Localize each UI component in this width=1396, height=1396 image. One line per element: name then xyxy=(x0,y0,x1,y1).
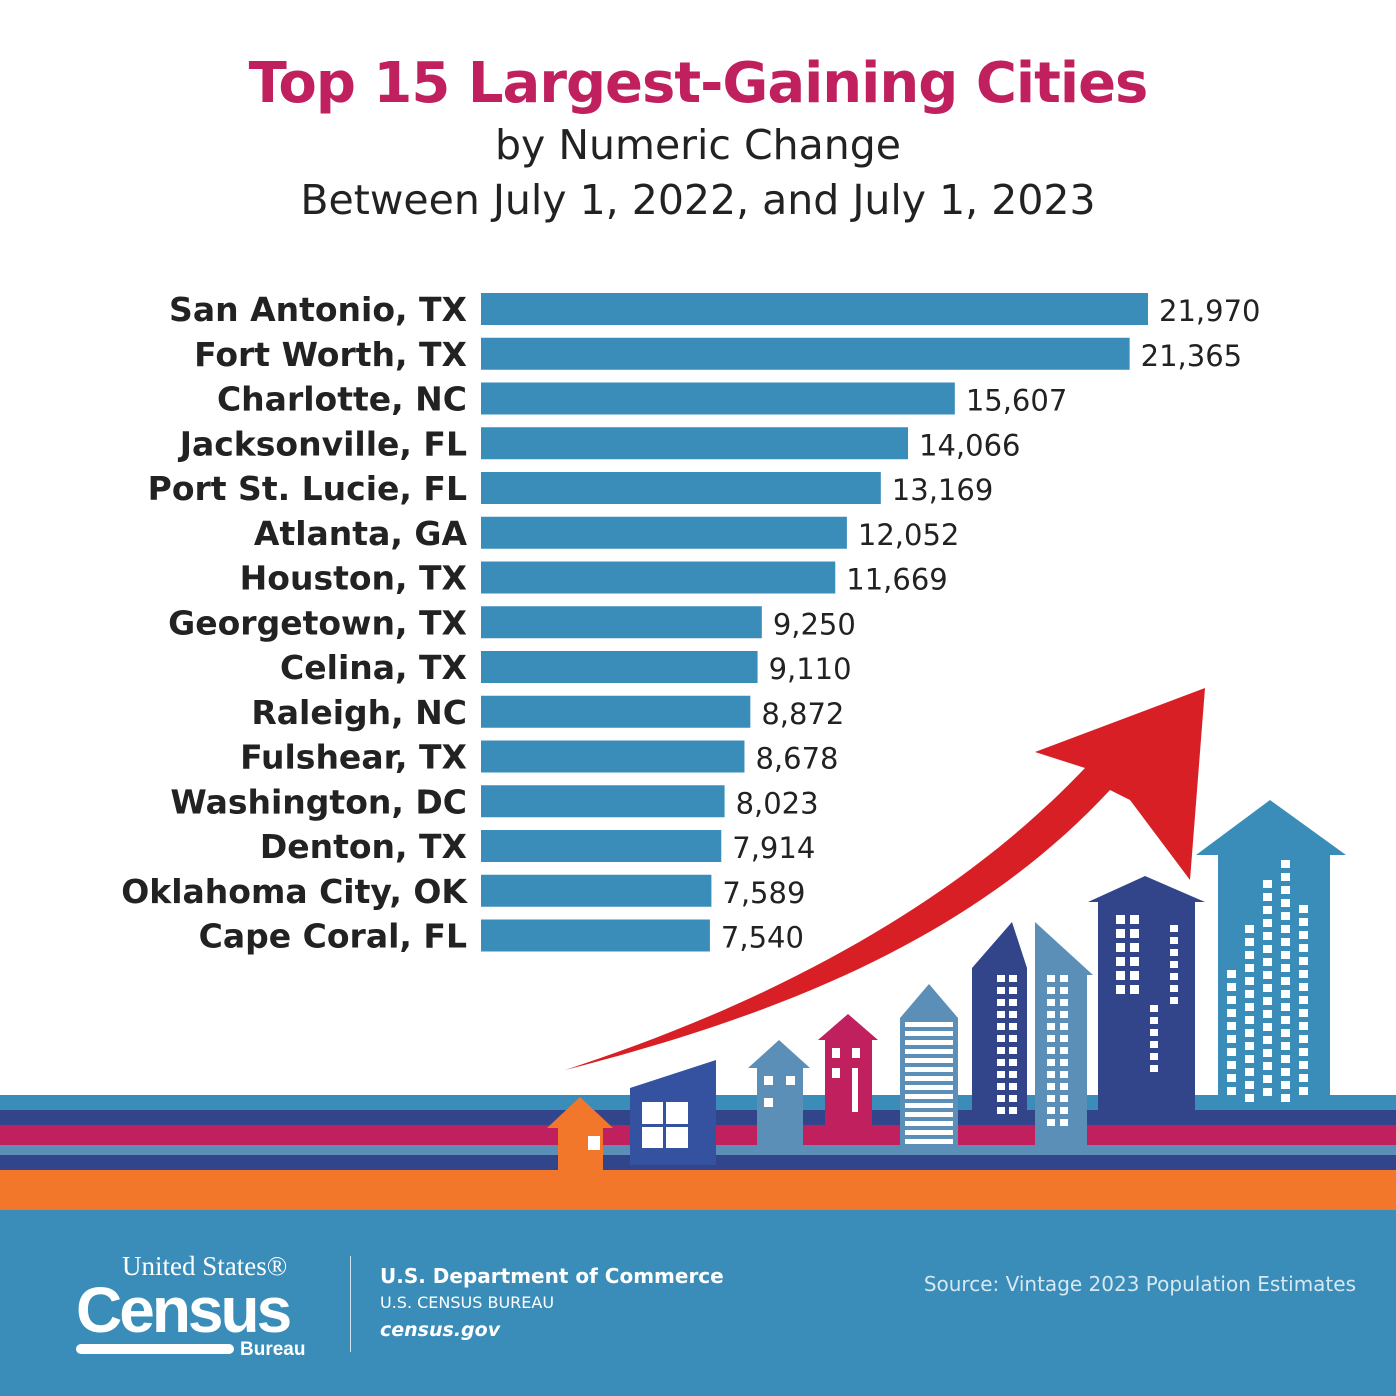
source-note: Source: Vintage 2023 Population Estimate… xyxy=(923,1272,1356,1296)
value-label: 8,023 xyxy=(736,786,819,820)
category-label: Celina, TX xyxy=(280,648,467,687)
category-label: Cape Coral, FL xyxy=(199,917,467,956)
bar xyxy=(481,516,847,549)
value-label: 13,169 xyxy=(892,473,993,507)
logo-census: Census xyxy=(76,1274,292,1346)
category-label: Atlanta, GA xyxy=(254,514,468,553)
value-label: 7,540 xyxy=(721,921,804,955)
value-label: 9,250 xyxy=(773,607,856,641)
growth-arrow-icon xyxy=(565,688,1205,1070)
bar xyxy=(481,382,955,415)
bar xyxy=(481,293,1148,325)
bureau-name: U.S. CENSUS BUREAU xyxy=(380,1293,555,1312)
value-label: 7,914 xyxy=(732,831,815,865)
category-label: Fort Worth, TX xyxy=(194,335,467,374)
category-label: Houston, TX xyxy=(240,559,467,598)
bar xyxy=(481,740,745,773)
value-label: 14,066 xyxy=(919,428,1020,462)
department-name: U.S. Department of Commerce xyxy=(380,1264,724,1288)
chart-subtitle-2: Between July 1, 2022, and July 1, 2023 xyxy=(300,176,1096,224)
bar xyxy=(481,874,712,907)
category-label: Raleigh, NC xyxy=(251,693,467,732)
category-label: Fulshear, TX xyxy=(240,738,467,777)
bar xyxy=(481,785,725,818)
city-growth-illustration xyxy=(0,688,1396,1210)
bar-chart: San Antonio, TX 21,970 Fort Worth, TX 21,36… xyxy=(0,290,1396,1210)
logo-underline xyxy=(76,1344,234,1354)
category-label: Georgetown, TX xyxy=(168,603,467,642)
value-label: 21,365 xyxy=(1141,339,1242,373)
category-label: Denton, TX xyxy=(260,827,467,866)
value-label: 15,607 xyxy=(966,384,1067,418)
bar xyxy=(481,651,758,683)
category-label: Port St. Lucie, FL xyxy=(148,469,467,508)
value-label: 11,669 xyxy=(846,563,947,597)
value-label: 8,872 xyxy=(761,697,844,731)
census-logo[interactable]: United States® Census Bureau xyxy=(76,1251,326,1360)
category-label: Charlotte, NC xyxy=(217,380,467,419)
chart-subtitle-1: by Numeric Change xyxy=(495,121,901,169)
bar xyxy=(481,606,762,639)
bar xyxy=(481,427,909,460)
category-label: Jacksonville, FL xyxy=(178,424,467,463)
category-label: San Antonio, TX xyxy=(169,290,467,329)
bar xyxy=(481,695,751,728)
value-label: 7,589 xyxy=(722,876,805,910)
bar xyxy=(481,472,881,504)
logo-bureau: Bureau xyxy=(240,1339,306,1360)
footer xyxy=(0,1210,1396,1396)
logo-united-states: United States® xyxy=(122,1251,288,1281)
value-label: 8,678 xyxy=(755,742,838,776)
bar xyxy=(481,830,722,862)
value-label: 12,052 xyxy=(858,518,959,552)
website-link[interactable]: census.gov xyxy=(380,1319,501,1341)
category-label: Washington, DC xyxy=(170,782,467,821)
category-label: Oklahoma City, OK xyxy=(121,872,468,911)
chart-title: Top 15 Largest-Gaining Cities xyxy=(248,51,1149,116)
bar xyxy=(481,561,836,594)
value-label: 9,110 xyxy=(769,652,852,686)
footer-divider xyxy=(350,1256,351,1352)
value-label: 21,970 xyxy=(1159,294,1260,328)
bar xyxy=(481,919,710,952)
bar xyxy=(481,337,1130,370)
